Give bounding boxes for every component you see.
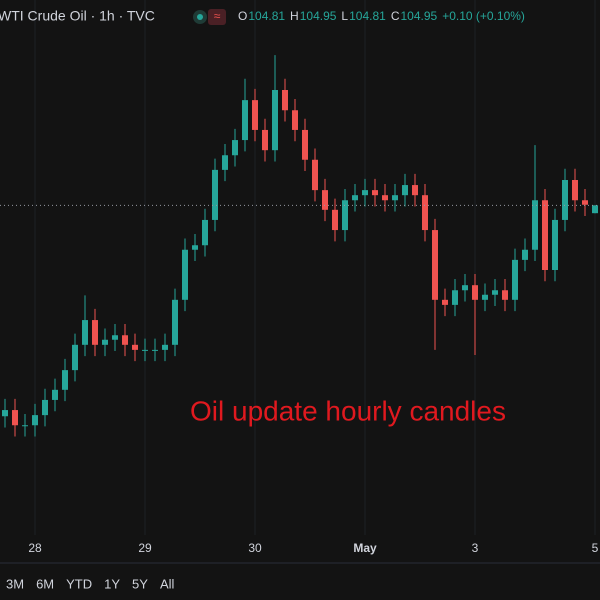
candle-body	[152, 349, 158, 351]
legend-value: 104.81	[248, 9, 285, 23]
candle-body	[552, 219, 558, 270]
x-tick-label: 5	[592, 541, 599, 555]
legend-value: 104.81	[349, 9, 386, 23]
candle-body	[72, 344, 78, 371]
candle-body	[402, 185, 408, 196]
candle-body	[312, 159, 318, 191]
candle-body	[492, 290, 498, 295]
candle-body	[362, 190, 368, 196]
candle-body	[522, 249, 528, 260]
candle-body	[52, 389, 58, 400]
candle-body	[462, 285, 468, 291]
x-tick-label: May	[353, 541, 377, 555]
candle-body	[412, 185, 418, 196]
x-tick-label: 3	[472, 541, 479, 555]
candle-body	[512, 259, 518, 300]
legend-label: H	[290, 9, 299, 23]
candle-body	[432, 230, 438, 300]
candle-body	[262, 129, 268, 151]
candle-body	[342, 200, 348, 231]
candle-body	[112, 335, 118, 340]
candle-body	[162, 344, 168, 350]
candle-body	[542, 200, 548, 270]
candle-body	[2, 410, 8, 417]
legend-label: C	[391, 9, 400, 23]
candle-body	[322, 190, 328, 210]
candle-body	[282, 90, 288, 111]
change-label: +0.10 (+0.10%)	[442, 9, 525, 23]
chart-title: WTI Crude Oil · 1h · TVC	[0, 8, 155, 24]
candle-body	[102, 339, 108, 345]
x-tick-label: 28	[28, 541, 42, 555]
legend-value: 104.95	[400, 9, 437, 23]
candle-body	[572, 180, 578, 201]
candle-body	[122, 335, 128, 345]
x-tick-label: 29	[138, 541, 152, 555]
candle-body	[332, 209, 338, 231]
candle-body	[582, 200, 588, 205]
candle-body	[182, 249, 188, 300]
x-tick-label: 30	[248, 541, 262, 555]
range-button[interactable]: YTD	[66, 576, 92, 591]
candle-body	[232, 140, 238, 156]
candle-body	[132, 344, 138, 350]
candle-body	[42, 399, 48, 416]
candle-body	[352, 195, 358, 201]
candle-body	[442, 299, 448, 305]
candle-body	[172, 299, 178, 345]
candle-body	[292, 110, 298, 130]
candle-body	[242, 100, 248, 141]
candle-body	[372, 190, 378, 196]
candle-body	[482, 294, 488, 300]
annotation: Oil update hourly candles	[190, 395, 506, 426]
candle-body	[212, 169, 218, 220]
candle-body	[502, 290, 508, 300]
candle-body	[472, 285, 478, 300]
legend-label: O	[238, 9, 247, 23]
candle-body	[452, 290, 458, 305]
candle-body	[192, 245, 198, 250]
candle-body	[382, 195, 388, 201]
candle-body	[142, 349, 148, 351]
legend-label: L	[341, 9, 348, 23]
range-button[interactable]: All	[160, 576, 175, 591]
status-dot	[197, 14, 203, 20]
candle-body	[92, 320, 98, 345]
legend-value: 104.95	[300, 9, 337, 23]
candle-body	[392, 195, 398, 201]
candle-body	[32, 415, 38, 426]
indicator-badge	[208, 9, 226, 25]
candle-body	[82, 320, 88, 345]
candle-body	[202, 219, 208, 246]
indicator-icon: ≈	[214, 9, 221, 23]
candle-body	[12, 410, 18, 426]
candle-body	[422, 195, 428, 231]
range-button[interactable]: 5Y	[132, 576, 148, 591]
candle-body	[592, 205, 598, 214]
range-button[interactable]: 1Y	[104, 576, 120, 591]
candle-body	[252, 100, 258, 130]
candle-body	[222, 155, 228, 170]
candle-body	[272, 90, 278, 151]
candle-body	[22, 425, 28, 427]
candle-body	[62, 370, 68, 390]
candle-body	[562, 180, 568, 220]
candle-body	[302, 129, 308, 160]
range-button[interactable]: 6M	[36, 576, 54, 591]
candle-body	[532, 200, 538, 250]
range-button[interactable]: 3M	[6, 576, 24, 591]
